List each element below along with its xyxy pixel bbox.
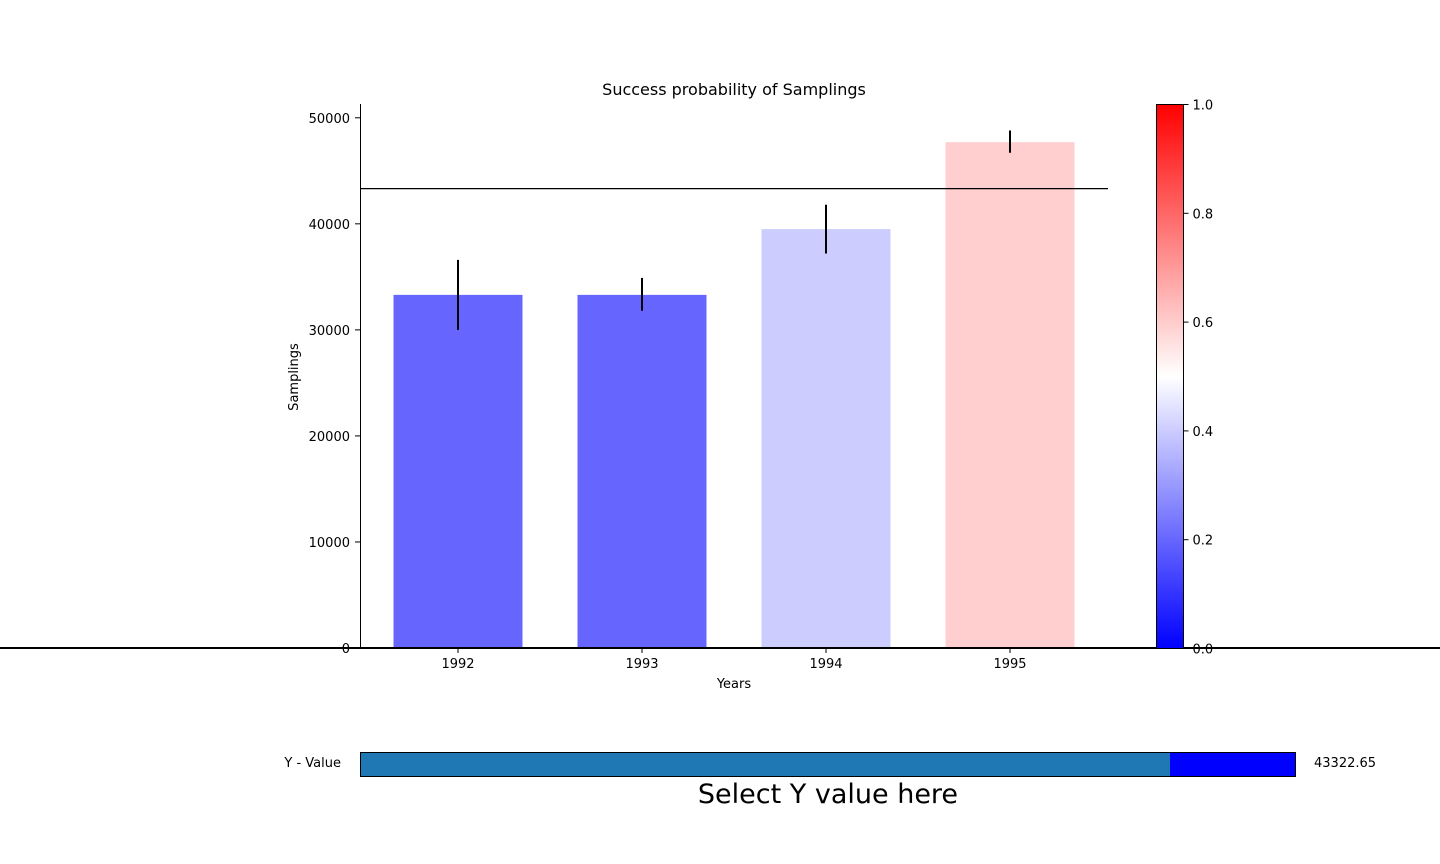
- y-axis-label: Samplings: [287, 343, 302, 411]
- y-tick-label: 30000: [309, 324, 350, 339]
- y-tick-label: 40000: [309, 218, 350, 233]
- bars-group: [393, 142, 1075, 648]
- x-tick-label: 1992: [441, 657, 474, 672]
- x-tick-label: 1995: [993, 657, 1026, 672]
- x-axis-label: Years: [716, 677, 752, 692]
- y-value-slider[interactable]: [360, 752, 1296, 777]
- colorbar-tick-label: 1.0: [1193, 99, 1214, 114]
- slider-label: Y - Value: [284, 756, 341, 771]
- colorbar: [1156, 104, 1184, 649]
- colorbar-tick-label: 0.0: [1193, 643, 1214, 658]
- chart-title: Success probability of Samplings: [602, 80, 866, 99]
- error-bars-group: [457, 130, 1011, 330]
- x-tick-label: 1993: [625, 657, 658, 672]
- slider-fill: [361, 753, 1171, 776]
- x-tick-label: 1994: [809, 657, 842, 672]
- slider-value-readout: 43322.65: [1314, 756, 1377, 771]
- colorbar-tick-label: 0.4: [1193, 425, 1214, 440]
- bar-1994: [761, 229, 891, 648]
- colorbar-tick-label: 0.2: [1193, 534, 1214, 549]
- bar-1992: [393, 294, 523, 648]
- bar-1995: [945, 142, 1075, 648]
- colorbar-tick-label: 0.8: [1193, 207, 1214, 222]
- y-ticks-group: 0 10000 20000 30000 40000 50000: [309, 112, 360, 657]
- x-ticks-group: 1992 1993 1994 1995: [441, 648, 1027, 672]
- y-tick-label: 0: [342, 642, 350, 657]
- colorbar-ticks-group: 0.0 0.2 0.4 0.6 0.8 1.0: [1183, 99, 1214, 658]
- y-tick-label: 50000: [309, 112, 350, 127]
- bar-1993: [577, 294, 707, 648]
- slider-caption: Select Y value here: [697, 779, 959, 810]
- colorbar-tick-label: 0.6: [1193, 316, 1214, 331]
- y-tick-label: 10000: [309, 536, 350, 551]
- y-tick-label: 20000: [309, 430, 350, 445]
